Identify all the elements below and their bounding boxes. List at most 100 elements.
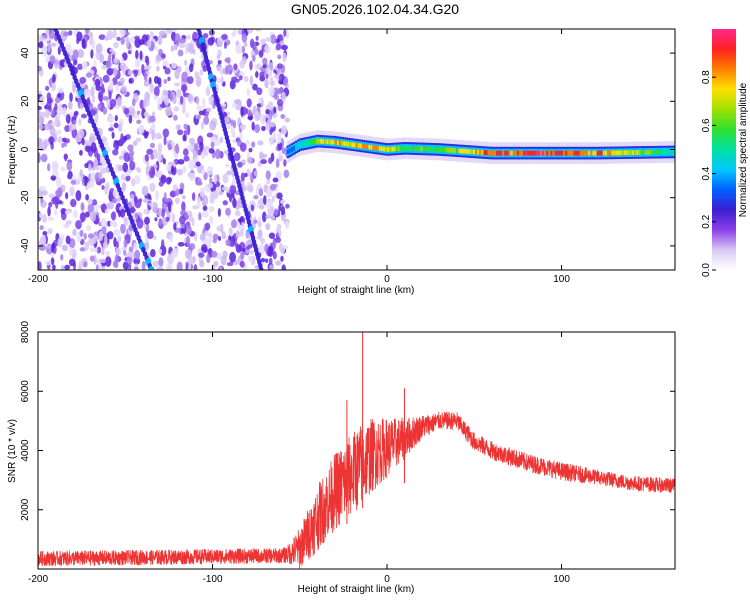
noise-speckle bbox=[270, 34, 277, 45]
carrier-band-core bbox=[445, 147, 449, 153]
carrier-band-core bbox=[617, 150, 621, 156]
noise-speckle bbox=[245, 239, 253, 245]
carrier-band-core bbox=[305, 140, 309, 146]
carrier-band-core bbox=[330, 139, 334, 145]
noise-speckle bbox=[171, 212, 176, 223]
noise-speckle bbox=[65, 192, 69, 200]
carrier-band-core bbox=[577, 150, 581, 156]
noise-speckle bbox=[174, 82, 181, 87]
noise-speckle bbox=[241, 159, 247, 164]
noise-speckle bbox=[147, 39, 152, 49]
noise-speckle bbox=[104, 234, 108, 246]
carrier-band-core bbox=[483, 150, 487, 156]
noise-speckle bbox=[113, 41, 119, 49]
noise-speckle bbox=[268, 257, 273, 265]
noise-speckle bbox=[206, 165, 214, 176]
noise-speckle bbox=[103, 140, 108, 149]
noise-speckle bbox=[121, 181, 126, 192]
noise-speckle bbox=[84, 175, 88, 187]
carrier-band-core bbox=[594, 150, 598, 156]
noise-speckle bbox=[39, 185, 46, 192]
noise-speckle bbox=[199, 260, 205, 268]
noise-speckle bbox=[265, 37, 272, 42]
carrier-band-core bbox=[546, 150, 550, 156]
noise-speckle bbox=[246, 98, 252, 108]
carrier-band-core bbox=[395, 146, 399, 152]
noise-speckle bbox=[81, 38, 86, 49]
snr-ylabel: SNR (10 * v/v) bbox=[7, 419, 18, 483]
noise-speckle bbox=[129, 150, 135, 157]
noise-speckle bbox=[183, 155, 190, 162]
snr-ticks: -200 -100 0 100 2000 4000 6000 8000 bbox=[20, 320, 675, 585]
noise-speckle bbox=[162, 158, 166, 165]
noise-speckle bbox=[127, 50, 132, 55]
noise-speckle bbox=[65, 113, 71, 124]
noise-speckle bbox=[165, 216, 170, 222]
noise-speckle bbox=[184, 59, 188, 66]
noise-speckle bbox=[153, 95, 158, 101]
carrier-band-core bbox=[317, 138, 321, 144]
noise-speckle bbox=[164, 96, 170, 106]
noise-speckle bbox=[275, 158, 280, 169]
noise-speckle bbox=[249, 38, 255, 49]
noise-speckle bbox=[85, 29, 90, 35]
noise-speckle bbox=[176, 124, 181, 130]
noise-speckle bbox=[81, 137, 85, 146]
noise-speckle bbox=[240, 172, 245, 182]
noise-speckle bbox=[134, 35, 140, 41]
carrier-band-core bbox=[609, 150, 613, 156]
noise-speckle bbox=[153, 86, 160, 97]
noise-speckle bbox=[195, 161, 201, 167]
noise-speckle bbox=[235, 230, 240, 239]
carrier-band-core bbox=[435, 146, 439, 152]
carrier-band-core bbox=[621, 150, 625, 156]
noise-speckle bbox=[48, 29, 55, 40]
noise-speckle bbox=[91, 199, 98, 207]
noise-speckle bbox=[51, 109, 55, 117]
noise-speckle bbox=[127, 250, 135, 258]
noise-speckle bbox=[47, 206, 51, 217]
noise-speckle bbox=[111, 211, 117, 221]
noise-speckle bbox=[239, 124, 246, 130]
carrier-band-core bbox=[420, 146, 424, 152]
noise-speckle bbox=[179, 215, 186, 225]
noise-speckle bbox=[122, 261, 129, 270]
noise-speckle bbox=[149, 142, 155, 149]
carrier-band-core bbox=[592, 150, 596, 156]
carrier-band-core bbox=[437, 147, 441, 152]
noise-speckle bbox=[79, 212, 87, 222]
noise-speckle bbox=[38, 117, 42, 123]
noise-speckle bbox=[51, 242, 55, 253]
spectrogram-frame bbox=[37, 28, 676, 271]
noise-speckle bbox=[252, 83, 258, 91]
noise-speckle bbox=[169, 93, 174, 102]
noise-speckle bbox=[49, 55, 56, 64]
noise-speckle bbox=[251, 121, 255, 131]
noise-speckle bbox=[229, 251, 236, 263]
noise-speckle bbox=[47, 227, 53, 235]
noise-speckle bbox=[122, 135, 128, 142]
noise-speckle bbox=[39, 111, 47, 118]
carrier-band-core bbox=[571, 150, 575, 156]
carrier-band-core bbox=[588, 150, 592, 156]
noise-speckle bbox=[232, 120, 237, 129]
noise-speckle bbox=[38, 105, 42, 111]
noise-speckle bbox=[222, 173, 229, 184]
noise-speckle bbox=[117, 164, 124, 172]
noise-speckle bbox=[172, 184, 178, 191]
noise-speckle bbox=[179, 210, 185, 215]
carrier-band-core bbox=[550, 150, 554, 156]
noise-speckle bbox=[225, 239, 231, 247]
noise-speckle bbox=[246, 206, 252, 212]
noise-speckle bbox=[276, 98, 284, 107]
noise-speckle bbox=[226, 170, 232, 176]
noise-speckle bbox=[157, 170, 163, 178]
noise-speckle bbox=[184, 249, 191, 260]
carrier-band-core bbox=[663, 149, 667, 155]
noise-speckle bbox=[273, 74, 281, 79]
noise-speckle bbox=[64, 210, 71, 215]
noise-speckle bbox=[226, 64, 233, 75]
noise-speckle bbox=[250, 204, 254, 210]
carrier-band-core bbox=[521, 150, 525, 156]
